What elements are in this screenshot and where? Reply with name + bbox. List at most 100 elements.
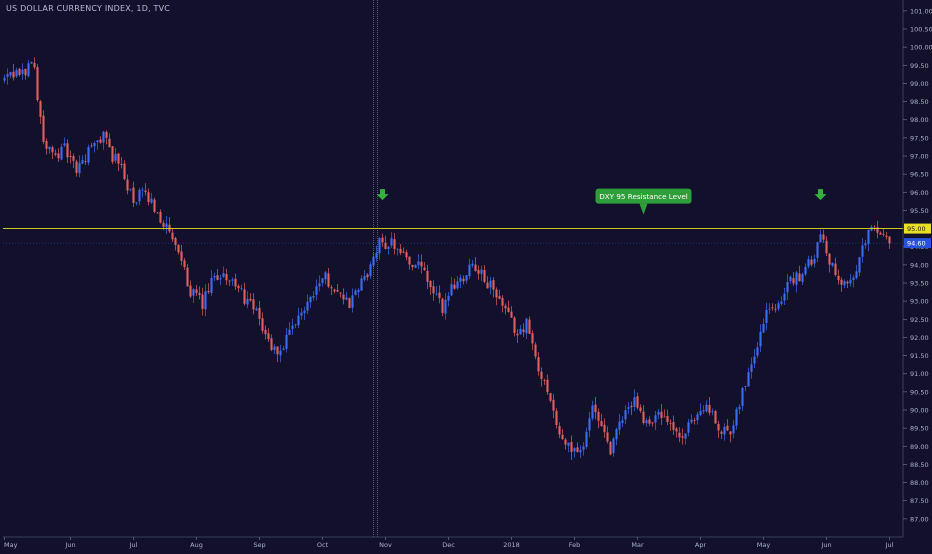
candle-body [390, 238, 393, 246]
annotation-callout-box [595, 188, 692, 204]
candle-body [120, 163, 123, 166]
candle-body [306, 301, 309, 311]
candle-body [369, 264, 372, 277]
candle-body [366, 274, 369, 278]
candle-body [573, 448, 576, 452]
x-tick-label: Jun [820, 541, 831, 549]
candle-body [762, 323, 765, 333]
candle-body [84, 161, 87, 163]
candle-body [39, 101, 42, 117]
candle-body [135, 202, 138, 204]
candle-body [807, 259, 810, 267]
candle-body [270, 338, 273, 350]
candle-body [141, 189, 144, 191]
candle-body [114, 154, 117, 161]
candle-body [21, 69, 24, 74]
candle-body [498, 296, 501, 299]
candle-body [339, 292, 342, 294]
x-tick-label: Aug [190, 541, 203, 549]
candle-body [255, 308, 258, 311]
candle-body [453, 284, 456, 289]
x-tick-label: Nov [379, 541, 392, 549]
candle-body [264, 329, 267, 335]
candle-body [231, 279, 234, 281]
candle-body [828, 253, 831, 265]
candle-body [402, 251, 405, 253]
candle-body [159, 211, 162, 223]
x-tick-label: Jul [129, 541, 138, 549]
candle-body [756, 347, 759, 356]
candle-body [678, 432, 681, 438]
candle-body [732, 425, 735, 434]
candle-body [522, 329, 525, 333]
candle-body [126, 179, 129, 191]
candle-body [717, 424, 720, 431]
annotation-layer: DXY 95 Resistance Level [376, 188, 827, 215]
candle-body [435, 293, 438, 295]
candle-body [534, 344, 537, 357]
candle-body [747, 372, 750, 387]
candle-body [330, 287, 333, 289]
candle-body [834, 263, 837, 276]
x-axis[interactable]: May Jun Jul Aug Sep Oct Nov Dec 2018 Feb Mar Apr May… [3, 536, 903, 549]
candle-body [666, 416, 669, 423]
candle-body [165, 223, 168, 228]
x-tick-label: 2018 [503, 541, 520, 549]
candle-body [459, 277, 462, 282]
y-tick-label: 92.00 [910, 334, 929, 342]
candle-body [15, 70, 18, 77]
candle-body [831, 262, 834, 266]
candle-body [600, 421, 603, 427]
candle-body [117, 153, 120, 164]
candle-body [174, 237, 177, 246]
candle-body [294, 324, 297, 326]
candle-body [630, 405, 633, 408]
candle-body [246, 298, 249, 305]
y-tick-label: 93.50 [910, 280, 929, 288]
candle-body [408, 256, 411, 265]
candle-body [729, 431, 732, 435]
down-arrow-icon [376, 189, 389, 201]
candle-body [18, 68, 21, 75]
annotation-callout-pointer [639, 203, 648, 215]
candle-body [714, 411, 717, 424]
candle-body [354, 290, 357, 295]
x-tick-label: May [4, 541, 18, 549]
candle-body [384, 242, 387, 249]
candle-body [879, 232, 882, 235]
candle-body [474, 264, 477, 271]
candle-body [30, 61, 33, 64]
candle-body [228, 280, 231, 282]
candle-body [543, 380, 546, 381]
candle-body [360, 278, 363, 291]
candle-body [210, 277, 213, 294]
candle-body [42, 115, 45, 142]
candle-body [147, 192, 150, 203]
candle-body [810, 259, 813, 265]
x-tick-label: Mar [631, 541, 644, 549]
y-axis[interactable]: 87.00 87.50 88.00 88.50 89.00 89.50 90.00 90.50… [902, 0, 932, 537]
candle-body [51, 147, 54, 153]
candle-body [735, 409, 738, 426]
candle-body [93, 143, 96, 147]
candle-body [639, 407, 642, 411]
candle-body [546, 379, 549, 393]
candle-body [81, 160, 84, 164]
candle-body [801, 274, 804, 283]
candle-body [153, 199, 156, 212]
candle-body [819, 234, 822, 243]
x-tick-label: Jun [64, 541, 75, 549]
y-tick-label: 101.00 [910, 7, 932, 15]
candle-body [156, 212, 159, 214]
candle-body [429, 280, 432, 288]
candle-body [798, 273, 801, 282]
candle-body [12, 71, 15, 78]
candle-body [234, 278, 237, 287]
candle-body [513, 317, 516, 333]
candle-body [237, 285, 240, 289]
candle-body [36, 67, 39, 101]
candle-body [612, 438, 615, 454]
candle-body [450, 284, 453, 296]
candle-body [849, 279, 852, 284]
